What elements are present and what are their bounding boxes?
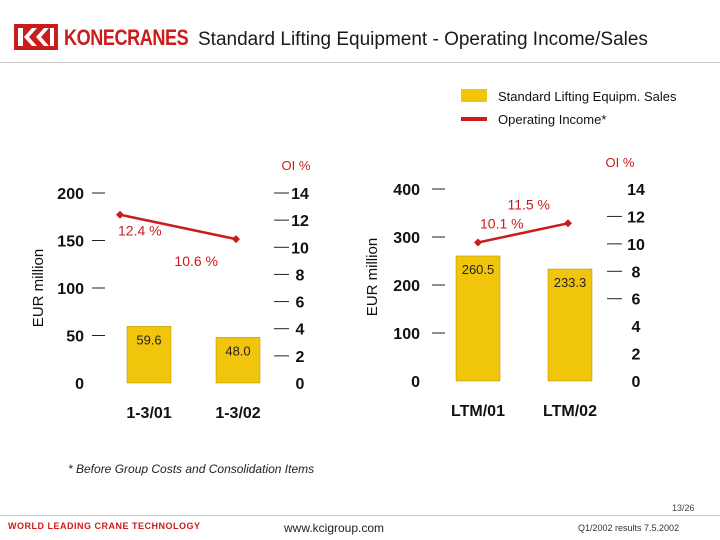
- bar: [126, 326, 172, 384]
- oi-point: [116, 210, 124, 219]
- y2-tick-label: 6: [632, 292, 641, 309]
- y2-tick-label: 2: [296, 349, 305, 366]
- y-tick-label: 100: [57, 281, 84, 298]
- oi-value-label: 11.5 %: [507, 196, 550, 212]
- oi-point: [564, 219, 572, 228]
- y2-tick-label: 6: [296, 295, 305, 312]
- y2-tick-label: 4: [296, 322, 305, 339]
- legend-oi-label: Operating Income*: [498, 112, 607, 127]
- y2-tick-label: 12: [291, 213, 309, 230]
- oi-value-label: 10.6 %: [174, 253, 218, 269]
- x-category-label: LTM/01: [451, 403, 505, 420]
- legend-sales-label: Standard Lifting Equipm. Sales: [498, 89, 677, 104]
- tagline: WORLD LEADING CRANE TECHNOLOGY: [8, 521, 201, 531]
- x-category-label: LTM/02: [543, 403, 597, 420]
- y2-tick-label: 0: [296, 376, 305, 393]
- footer-divider: [0, 515, 720, 516]
- y2-tick-label: 2: [632, 347, 641, 364]
- bar: [215, 337, 261, 384]
- legend-oi-swatch: [461, 117, 487, 121]
- page-number: 13/26: [672, 503, 695, 513]
- oi-point: [232, 235, 240, 244]
- y2-tick-label: 10: [291, 240, 309, 257]
- oi-point: [474, 238, 482, 247]
- footer-date: Q1/2002 results 7.5.2002: [578, 523, 680, 533]
- legend-sales-swatch: [461, 89, 487, 102]
- y-tick-label: 100: [393, 326, 420, 343]
- bar: [455, 255, 501, 382]
- y2-axis-title: OI %: [282, 158, 311, 173]
- y2-tick-label: 12: [627, 209, 645, 226]
- y-tick-label: 200: [57, 186, 84, 203]
- y-tick-label: 400: [393, 182, 420, 199]
- oi-value-label: 10.1 %: [480, 215, 524, 231]
- chart-ltm: EUR million 0 100 200 300 400 0 2 4 6 8 10 12 14 OI % 2…: [364, 155, 645, 420]
- oi-series-line: [119, 213, 237, 241]
- footnote: * Before Group Costs and Consolidation I…: [68, 462, 315, 476]
- bar-value-label: 59.6: [136, 332, 161, 347]
- y2-tick-label: 10: [627, 237, 645, 254]
- y2-axis-title: OI %: [606, 155, 635, 170]
- page-title: Standard Lifting Equipment - Operating I…: [198, 29, 648, 50]
- y-axis-label: EUR million: [30, 249, 47, 327]
- y-axis-label: EUR million: [364, 238, 381, 316]
- bar-value-label: 260.5: [462, 262, 495, 277]
- kci-monogram-icon: [18, 28, 54, 46]
- y-tick-label: 300: [393, 230, 420, 247]
- y2-tick-label: 4: [632, 319, 641, 336]
- oi-value-label: 12.4 %: [118, 223, 162, 239]
- bar-value-label: 48.0: [225, 343, 250, 358]
- logo-text: KONECRANES: [64, 25, 189, 50]
- website-link[interactable]: www.kcigroup.com: [284, 521, 385, 535]
- y2-tick-label: 0: [632, 374, 641, 391]
- chart-quarterly: EUR million 0 50 100 150 200 0 2 4 6 8 10 12 14 OI % 59…: [30, 158, 311, 422]
- y2-tick-label: 14: [291, 186, 309, 203]
- y-tick-label: 50: [66, 329, 84, 346]
- y2-tick-label: 14: [627, 182, 645, 199]
- bar: [547, 268, 593, 382]
- y-tick-label: 0: [75, 376, 84, 393]
- y-tick-label: 200: [393, 278, 420, 295]
- oi-series-line: [477, 222, 569, 244]
- header-divider: [0, 62, 720, 63]
- y2-tick-label: 8: [632, 264, 641, 281]
- bar-value-label: 233.3: [554, 275, 587, 290]
- y-tick-label: 150: [57, 234, 84, 251]
- x-category-label: 1-3/01: [126, 405, 171, 422]
- y2-tick-label: 8: [296, 267, 305, 284]
- x-category-label: 1-3/02: [215, 405, 260, 422]
- y-tick-label: 0: [411, 374, 420, 391]
- logo-icon: [14, 24, 58, 50]
